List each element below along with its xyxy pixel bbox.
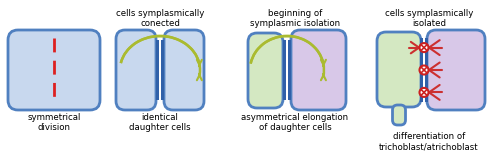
Bar: [161, 40, 164, 100]
FancyBboxPatch shape: [116, 30, 156, 110]
Circle shape: [420, 43, 428, 52]
FancyBboxPatch shape: [291, 30, 346, 110]
FancyBboxPatch shape: [164, 30, 204, 110]
FancyBboxPatch shape: [427, 30, 485, 110]
Text: asymmetrical elongation
of daughter cells: asymmetrical elongation of daughter cell…: [242, 113, 348, 132]
Text: beginning of
symplasmic isolation: beginning of symplasmic isolation: [250, 9, 340, 28]
Text: cells symplasmically
conected: cells symplasmically conected: [116, 9, 204, 28]
Text: differentiation of
trichoblast/atrichoblast: differentiation of trichoblast/atrichobl…: [379, 132, 479, 151]
Text: cells symplasmically
isolated: cells symplasmically isolated: [385, 9, 473, 28]
FancyBboxPatch shape: [8, 30, 100, 110]
FancyBboxPatch shape: [392, 105, 406, 125]
Bar: [425, 38, 428, 102]
Bar: [420, 38, 423, 102]
FancyBboxPatch shape: [377, 32, 421, 107]
Text: symmetrical
division: symmetrical division: [28, 113, 80, 132]
Circle shape: [420, 88, 428, 97]
Bar: [288, 40, 291, 100]
FancyBboxPatch shape: [248, 33, 283, 108]
Text: identical
daughter cells: identical daughter cells: [129, 113, 191, 132]
Bar: [156, 40, 159, 100]
Bar: [283, 40, 286, 100]
Circle shape: [420, 66, 428, 74]
